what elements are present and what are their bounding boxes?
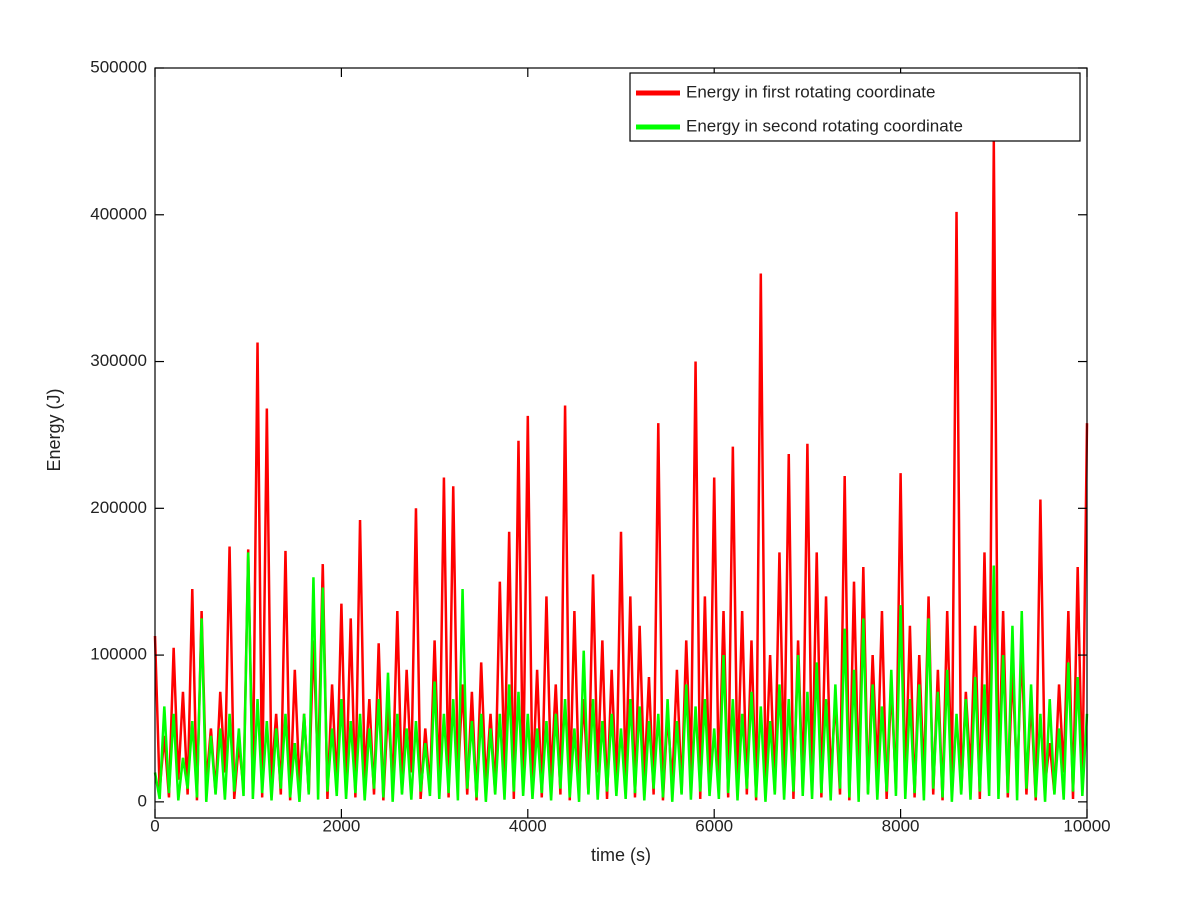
x-tick-label: 0: [150, 816, 159, 835]
data-line: [153, 552, 1089, 802]
plot-frame: [154, 67, 1088, 819]
y-axis-label: Energy (J): [44, 388, 64, 471]
legend-label: Energy in first rotating coordinate: [686, 82, 935, 101]
x-tick-label: 10000: [1063, 816, 1110, 835]
y-tick-label: 200000: [90, 498, 147, 517]
y-tick-label: 500000: [90, 57, 147, 76]
x-tick-label: 8000: [882, 816, 920, 835]
legend-label: Energy in second rotating coordinate: [686, 116, 963, 135]
y-tick-label: 300000: [90, 351, 147, 370]
x-axis-label: time (s): [591, 845, 651, 865]
x-tick-label: 2000: [322, 816, 360, 835]
y-tick-label: 400000: [90, 204, 147, 223]
y-tick-label: 100000: [90, 645, 147, 664]
y-tick-label: 0: [138, 791, 147, 810]
x-tick-label: 6000: [695, 816, 733, 835]
legend-box: [629, 72, 1081, 142]
x-tick-label: 4000: [509, 816, 547, 835]
